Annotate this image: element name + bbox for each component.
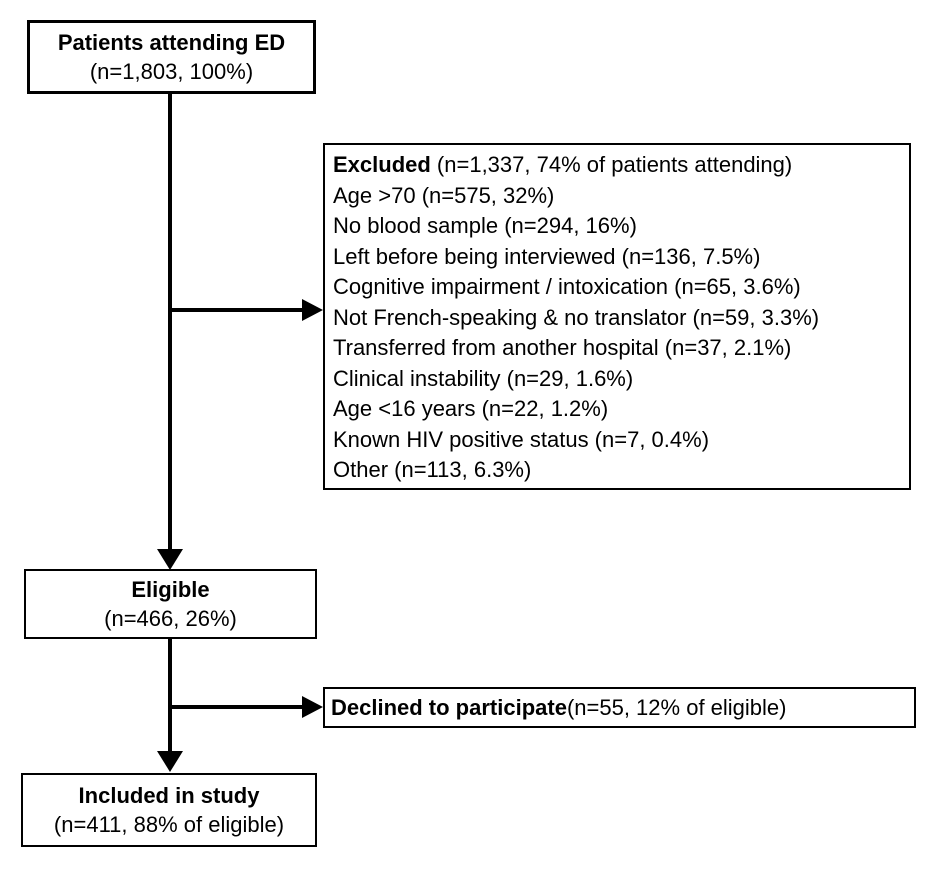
connector-branch-to-declined [170,705,302,709]
excluded-reason-item: Clinical instability (n=29, 1.6%) [333,365,634,391]
eligible-count: (n=466, 26%) [104,606,237,631]
excluded-reason-item: Not French-speaking & no translator (n=5… [333,304,820,330]
excluded-header: Excluded (n=1,337, 74% of patients atten… [333,150,901,181]
connector-patients-to-eligible [168,94,172,550]
excluded-title-detail: (n=1,337, 74% of patients attending) [430,152,793,177]
excluded-box: Excluded (n=1,337, 74% of patients atten… [323,143,911,490]
connector-branch-to-excluded [170,308,302,312]
excluded-title: Excluded [333,152,431,177]
excluded-reason-item: Left before being interviewed (n=136, 7.… [333,243,761,269]
excluded-reason-item: Age <16 years (n=22, 1.2%) [333,396,609,421]
arrowhead-to-included-icon [157,751,183,772]
eligible-title: Eligible [131,577,210,602]
excluded-reason-item: Age >70 (n=575, 32%) [333,182,555,208]
included-title: Included in study [78,783,260,808]
excluded-reason-item: No blood sample (n=294, 16%) [333,213,637,238]
included-box: Included in study (n=411, 88% of eligibl… [21,773,317,847]
declined-box: Declined to participate (n=55, 12% of el… [323,687,916,728]
declined-title-detail: (n=55, 12% of eligible) [566,694,787,720]
patients-attending-count: (n=1,803, 100%) [89,59,254,84]
patients-attending-box: Patients attending ED (n=1,803, 100%) [27,20,316,94]
arrowhead-to-excluded-icon [302,299,323,321]
excluded-reason-item: Transferred from another hospital (n=37,… [333,335,792,360]
declined-title: Declined to participate [331,694,567,720]
arrowhead-to-declined-icon [302,696,323,718]
excluded-reason-item: Known HIV positive status (n=7, 0.4%) [333,426,710,452]
arrowhead-to-eligible-icon [157,549,183,570]
eligible-box: Eligible (n=466, 26%) [24,569,317,639]
excluded-reason-item: Other (n=113, 6.3%) [333,457,532,482]
connector-eligible-to-included [168,639,172,751]
excluded-reason-list: Age >70 (n=575, 32%) No blood sample (n=2… [333,181,901,486]
excluded-reason-item: Cognitive impairment / intoxication (n=6… [333,274,801,299]
patients-attending-title: Patients attending ED [57,30,286,55]
included-count: (n=411, 88% of eligible) [53,812,285,837]
